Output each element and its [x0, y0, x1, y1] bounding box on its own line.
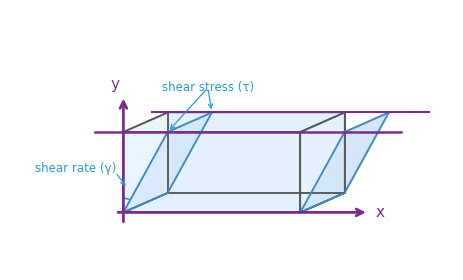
Polygon shape [123, 113, 212, 213]
Polygon shape [123, 113, 344, 132]
Text: shear stress (τ): shear stress (τ) [162, 81, 253, 94]
Text: shear rate (γ): shear rate (γ) [35, 162, 116, 175]
Polygon shape [300, 113, 344, 213]
Polygon shape [123, 132, 300, 213]
Text: x: x [375, 205, 383, 220]
Polygon shape [123, 193, 344, 213]
Text: y: y [111, 77, 119, 92]
Polygon shape [300, 113, 388, 213]
Polygon shape [167, 113, 344, 193]
